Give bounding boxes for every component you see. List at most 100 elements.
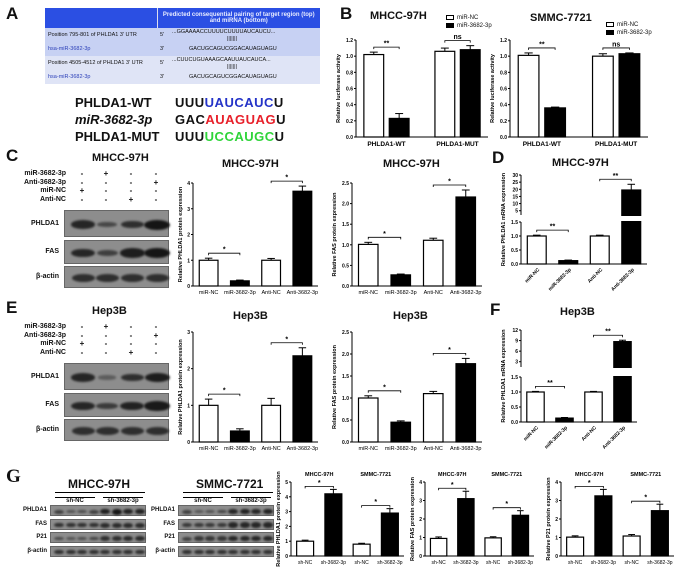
treatment-sign: +: [103, 169, 109, 178]
treatment-sign: -: [104, 177, 108, 187]
y-tick-label: 15: [512, 194, 518, 200]
bar: [229, 280, 250, 287]
y-tick-label: 5: [285, 480, 288, 486]
x-tick-label: miR-3682-3p: [224, 446, 256, 452]
significance-bracket: [270, 342, 303, 345]
protein-band: [134, 549, 145, 555]
protein-band: [182, 522, 192, 528]
treatment-sign: -: [80, 330, 84, 340]
bar: [292, 190, 313, 287]
treatment-sign: +: [79, 186, 85, 195]
blot-row-label: FAS: [163, 520, 175, 527]
blot-row-label: β-actin: [27, 547, 47, 554]
row-sequence: GACUGCAGUCGGACAUAGUAGU: [169, 71, 320, 84]
bar: [261, 404, 282, 443]
protein-band: [54, 522, 64, 528]
protein-band: [262, 535, 273, 542]
protein-band: [65, 549, 76, 555]
divider: [183, 492, 273, 493]
row-label: Position 4505-4512 of PHLDA1 3' UTR: [45, 56, 157, 71]
significance-label: **: [384, 41, 390, 48]
y-tick-label: 0.4: [346, 103, 353, 109]
protein-band: [88, 549, 99, 555]
protein-band: [144, 219, 170, 230]
y-axis-label: Relative luciferase activity: [490, 53, 496, 123]
significance-bracket: [444, 40, 471, 43]
legend-b2: miR-NC miR-3682-3p: [606, 21, 652, 37]
blot-row-label: P21: [164, 534, 175, 540]
significance-bracket: [367, 390, 402, 393]
y-tick-label: 1: [555, 536, 558, 542]
x-tick-label: PHLDA1-WT: [523, 141, 561, 148]
x-tick-label: miR-NC: [199, 446, 219, 452]
y-tick-label: 3: [285, 510, 288, 516]
protein-band: [216, 522, 227, 528]
bar: [558, 260, 579, 265]
protein-band: [123, 536, 133, 541]
y-tick-label: 1.5: [511, 375, 518, 381]
protein-band: [182, 549, 192, 555]
protein-band: [120, 274, 144, 282]
bar: [380, 512, 399, 557]
blot-row-label: P21: [36, 534, 47, 540]
bar: [296, 540, 315, 557]
y-tick-label: 0: [419, 554, 422, 560]
protein-band: [100, 522, 110, 528]
y-tick-label: 0.0: [511, 420, 518, 426]
sequence-suffix: U: [273, 95, 284, 110]
x-tick-label: sh-NC: [355, 560, 370, 566]
y-tick-label: 9: [515, 339, 518, 345]
protein-band: [145, 427, 169, 435]
x-tick-label: miR-NC: [199, 290, 219, 296]
legend-b1: miR-NC miR-3682-3p: [446, 14, 492, 30]
x-tick-label: sh-3682-3p: [453, 560, 479, 566]
x-tick-label: Anti-3682-3p: [450, 290, 482, 296]
treatment-sign: -: [154, 169, 158, 178]
protein-band: [111, 536, 122, 541]
bar: [621, 189, 642, 265]
protein-band: [193, 510, 204, 513]
y-tick-label: 20: [512, 187, 518, 193]
treatment-sign: -: [129, 330, 133, 340]
significance-label: **: [539, 41, 545, 48]
y-tick-label: 2: [555, 517, 558, 523]
x-tick-label: PHLDA1-MUT: [595, 141, 637, 148]
y-tick-label: 0.2: [500, 119, 507, 125]
y-tick-label: 1.0: [342, 243, 349, 249]
treatment-sign: +: [79, 339, 85, 348]
significance-label: *: [285, 175, 288, 182]
bar: [517, 54, 540, 138]
significance-bracket: [304, 486, 334, 489]
axis-break: [522, 368, 638, 376]
blot-row-label: FAS: [35, 520, 47, 527]
protein-band: [251, 522, 261, 528]
blot-image: [64, 363, 170, 390]
protein-band: [100, 549, 110, 555]
significance-bracket: [208, 252, 241, 256]
panel-label-e: E: [6, 298, 18, 317]
bar: [422, 239, 444, 287]
significance-bracket: [208, 393, 241, 397]
y-tick-label: 0: [187, 284, 190, 290]
bar: [229, 430, 250, 443]
blot-row-label: β-actin: [36, 273, 59, 280]
bar: [566, 536, 585, 557]
x-tick-label: miR-3682-3p: [385, 290, 417, 296]
y-tick-label: 1.5: [342, 222, 349, 228]
significance-bracket: [373, 46, 400, 50]
blot-row-label: PHLDA1: [22, 507, 47, 513]
y-axis-label: Relative PHLDA1 mRNA expression: [501, 172, 507, 266]
protein-band: [193, 549, 204, 555]
bar: [484, 537, 502, 557]
protein-band: [54, 536, 64, 541]
protein-band: [71, 427, 95, 435]
significance-label: *: [448, 179, 451, 186]
y-axis-label: Relative PHLDA1 protein expression: [178, 339, 184, 435]
treatment-label: miR-3682-3p: [24, 170, 66, 177]
protein-band: [65, 522, 76, 528]
significance-label: **: [550, 224, 556, 231]
x-tick-label: Anti-NC: [581, 425, 599, 443]
y-tick-label: 1: [187, 258, 190, 264]
